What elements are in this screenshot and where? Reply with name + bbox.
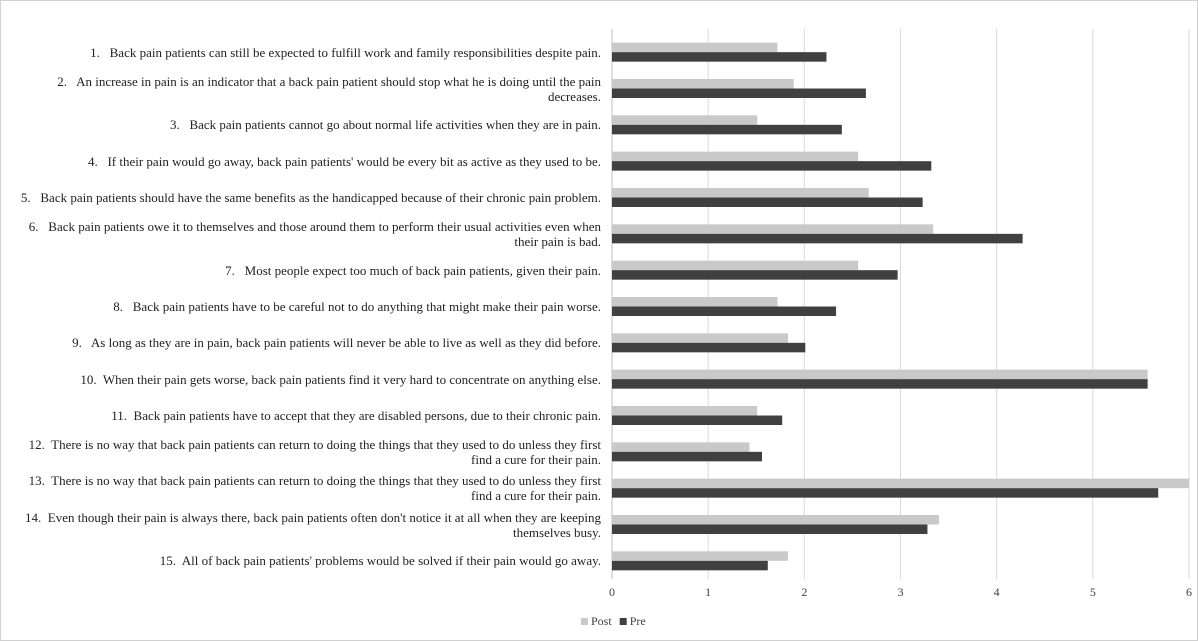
- bar: [612, 270, 898, 280]
- bar: [612, 297, 778, 307]
- bar: [612, 451, 763, 462]
- bar: [612, 342, 806, 353]
- bar: [612, 406, 758, 416]
- bar: [612, 333, 788, 343]
- category-text: 7. Most people expect too much of back p…: [225, 262, 601, 278]
- x-tick-label: 1: [705, 585, 711, 599]
- bar: [612, 161, 932, 171]
- category-text: 12. There is no way that back pain patie…: [28, 436, 605, 467]
- bar: [612, 115, 758, 125]
- bar: [612, 560, 768, 571]
- bar: [612, 478, 1189, 489]
- category-label: 6. Back pain patients owe it to themselv…: [19, 216, 601, 252]
- category-text: 3. Back pain patients cannot go about no…: [169, 117, 601, 133]
- category-label: 15. All of back pain patients' problems …: [19, 543, 601, 579]
- bar: [612, 488, 1159, 498]
- bar: [612, 197, 923, 207]
- category-label: 7. Most people expect too much of back p…: [19, 252, 601, 288]
- bar: [612, 79, 794, 89]
- category-label: 11. Back pain patients have to accept th…: [19, 398, 601, 434]
- bar: [612, 369, 1148, 380]
- category-text: 9. As long as they are in pain, back pai…: [72, 335, 601, 351]
- category-text: 13. There is no way that back pain patie…: [28, 473, 605, 504]
- bar: [612, 124, 842, 135]
- legend-label: Pre: [630, 614, 646, 628]
- category-label: 8. Back pain patients have to be careful…: [19, 289, 601, 325]
- category-text: 11. Back pain patients have to accept th…: [111, 408, 601, 423]
- bar: [612, 379, 1148, 389]
- bar: [612, 233, 1023, 244]
- bar: [612, 224, 934, 234]
- category-label: 9. As long as they are in pain, back pai…: [19, 325, 601, 361]
- category-text: 15. All of back pain patients' problems …: [159, 553, 601, 569]
- bar: [612, 42, 778, 53]
- category-label: 1. Back pain patients can still be expec…: [19, 34, 601, 70]
- bar: [612, 151, 859, 162]
- bar: [612, 260, 859, 271]
- category-label: 2. An increase in pain is an indicator t…: [19, 71, 601, 107]
- bar: [612, 188, 869, 198]
- x-tick-label: 0: [609, 585, 615, 599]
- category-label: 14. Even though their pain is always the…: [19, 507, 601, 543]
- category-label: 3. Back pain patients cannot go about no…: [19, 107, 601, 143]
- legend-label: Post: [591, 614, 612, 628]
- x-tick-label: 4: [994, 585, 1000, 599]
- bar: [612, 515, 939, 525]
- category-text: 4. If their pain would go away, back pai…: [87, 153, 601, 169]
- x-tick-label: 5: [1090, 585, 1096, 599]
- legend-swatch: [581, 618, 588, 625]
- category-text: 6. Back pain patients owe it to themselv…: [28, 218, 605, 249]
- bar: [612, 88, 866, 98]
- bar: [612, 52, 827, 62]
- category-text: 5. Back pain patients should have the sa…: [20, 190, 601, 205]
- x-tick-label: 3: [898, 585, 904, 599]
- x-tick-label: 6: [1186, 585, 1192, 599]
- bar: [612, 551, 788, 561]
- category-label: 5. Back pain patients should have the sa…: [19, 180, 601, 216]
- category-label: 10. When their pain gets worse, back pai…: [19, 361, 601, 397]
- category-text: 1. Back pain patients can still be expec…: [90, 44, 601, 60]
- bar: [612, 415, 783, 425]
- bar: [612, 524, 928, 534]
- category-label: 12. There is no way that back pain patie…: [19, 434, 601, 470]
- bar: [612, 306, 837, 316]
- category-text: 14. Even though their pain is always the…: [25, 509, 605, 540]
- category-text: 10. When their pain gets worse, back pai…: [80, 371, 601, 387]
- category-text: 8. Back pain patients have to be careful…: [113, 299, 601, 314]
- category-label: 13. There is no way that back pain patie…: [19, 470, 601, 506]
- category-text: 2. An increase in pain is an indicator t…: [57, 73, 605, 104]
- x-tick-label: 2: [801, 585, 807, 599]
- category-label: 4. If their pain would go away, back pai…: [19, 143, 601, 179]
- bar: [612, 442, 750, 452]
- legend-swatch: [619, 618, 627, 625]
